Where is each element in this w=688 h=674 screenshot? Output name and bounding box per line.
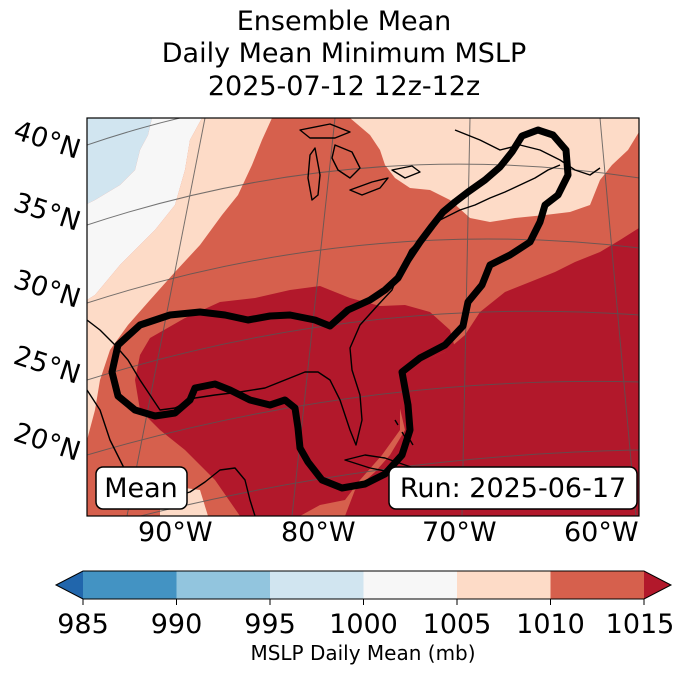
title-line-1: Ensemble Mean [236,6,452,37]
lon-label-70: 70°W [422,517,497,548]
lat-line-15 [138,449,639,516]
title-line-3: 2025-07-12 12z-12z [207,71,481,102]
lon-line-60 [599,118,637,516]
lake-michigan [307,147,321,201]
lake-erie [349,177,389,196]
lat-label-30: 30°N [10,264,84,315]
lat-line-25 [87,310,639,381]
mean-box-label: Mean [104,473,178,504]
lat-line-35 [87,163,639,226]
map-frame [86,117,640,517]
run-box: Run: 2025-06-17 [388,466,638,510]
lon-label-90: 90°W [138,517,213,548]
probability-contour [108,126,572,492]
region-over-1015-gulf [135,286,455,516]
longitude-labels: 90°W 80°W 70°W 60°W [138,517,639,548]
lake-ontario [391,165,421,179]
graticule [87,118,639,516]
lat-label-20: 20°N [10,417,84,468]
lat-label-35: 35°N [10,187,84,238]
region-1000-1005 [87,118,202,300]
lon-label-60: 60°W [564,517,639,548]
run-box-label: Run: 2025-06-17 [400,473,626,504]
lat-line-20 [87,380,639,456]
region-1005-1010-west [87,118,272,440]
region-over-1015-east [345,228,639,516]
lat-label-25: 25°N [10,340,84,391]
coastline-mexico [87,389,256,516]
lon-label-80: 80°W [281,517,356,548]
lat-label-40: 40°N [10,115,84,166]
lat-line-30 [87,238,639,304]
mean-box: Mean [95,466,188,510]
coastline-maritimes [454,129,601,176]
lake-huron [331,144,361,179]
map-area [87,118,639,516]
latitude-labels: 40°N 35°N 30°N 25°N 20°N [10,115,84,468]
lake-superior [299,123,351,139]
coastline-us [87,164,561,446]
title-line-2: Daily Mean Minimum MSLP [161,38,527,69]
lat-line-40 [87,118,639,146]
